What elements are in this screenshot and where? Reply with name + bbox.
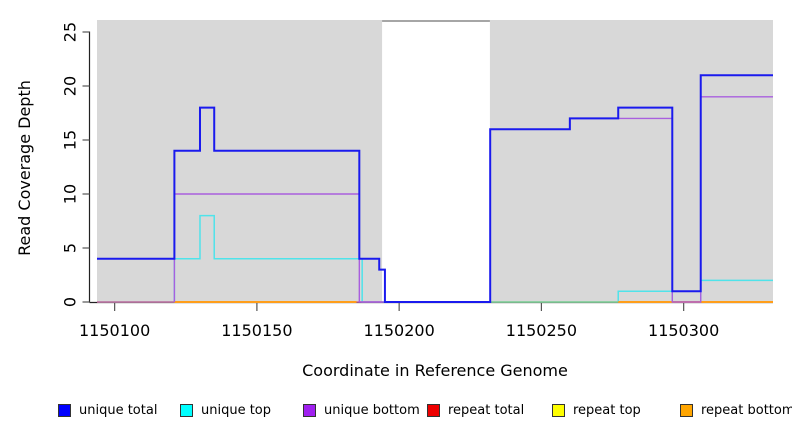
chart-legend: unique total unique top unique bottom repea… [0, 401, 792, 427]
x-axis-tick-label: 1150300 [648, 321, 719, 340]
y-axis-tick-label: 5 [61, 243, 80, 253]
covered-region-shading [489, 20, 773, 302]
legend-swatch-unique-total [58, 403, 71, 417]
legend-label-repeat-bottom: repeat bottom [701, 402, 792, 418]
legend-item-unique-bottom: unique bottom [303, 401, 420, 419]
covered-region-shading [97, 20, 383, 302]
y-axis-tick-label: 10 [61, 184, 80, 204]
legend-item-repeat-top: repeat top [552, 401, 641, 419]
y-axis-tick-label: 15 [61, 130, 80, 150]
x-axis-title: Coordinate in Reference Genome [302, 361, 568, 380]
legend-swatch-repeat-bottom [680, 403, 693, 417]
legend-item-unique-total: unique total [58, 401, 157, 419]
y-axis-tick-label: 20 [61, 76, 80, 96]
legend-swatch-unique-bottom [303, 403, 316, 417]
legend-swatch-unique-top [180, 403, 193, 417]
legend-label-repeat-top: repeat top [573, 402, 641, 418]
legend-label-unique-bottom: unique bottom [324, 402, 420, 418]
legend-label-unique-total: unique total [79, 402, 158, 418]
legend-swatch-repeat-top [552, 403, 565, 417]
legend-swatch-repeat-total [427, 403, 440, 417]
y-axis-tick-label: 0 [61, 297, 80, 307]
x-axis-tick-label: 1150250 [506, 321, 577, 340]
y-axis-tick-label: 25 [61, 22, 80, 42]
series-line-unique-total [97, 74, 773, 303]
x-axis-tick-label: 1150200 [364, 321, 435, 340]
x-axis-tick-label: 1150100 [79, 321, 150, 340]
legend-item-unique-top: unique top [180, 401, 271, 419]
x-axis-tick-label: 1150150 [221, 321, 292, 340]
y-axis-title: Read Coverage Depth [15, 80, 34, 256]
legend-item-repeat-total: repeat total [427, 401, 524, 419]
legend-label-unique-top: unique top [201, 402, 272, 418]
legend-item-repeat-bottom: repeat bottom [680, 401, 792, 419]
legend-label-repeat-total: repeat total [448, 402, 525, 418]
